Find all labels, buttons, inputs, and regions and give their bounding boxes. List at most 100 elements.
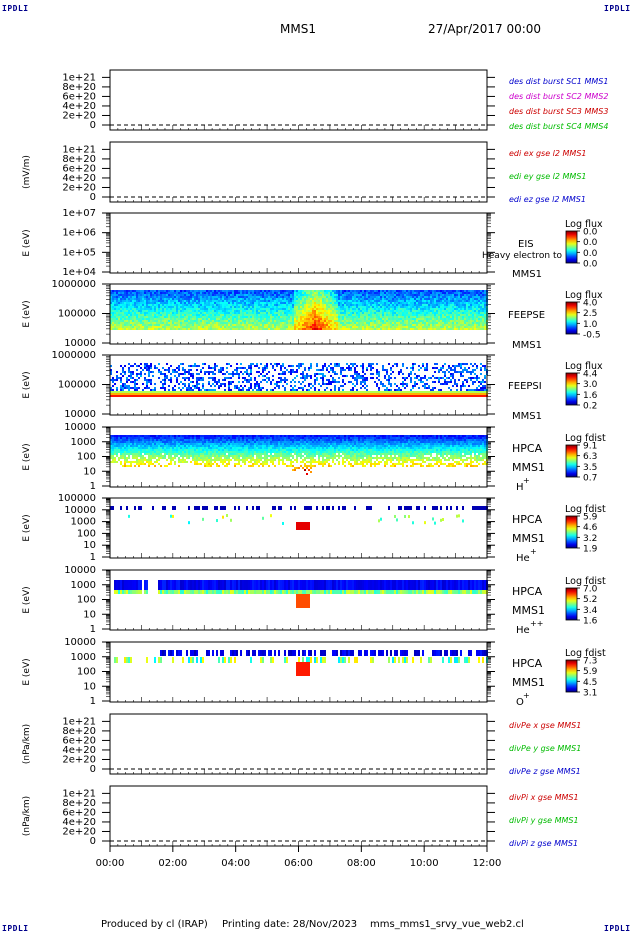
feepsi-cell [186, 377, 188, 379]
colorbar [565, 301, 578, 335]
feepse-cell [272, 292, 274, 294]
feepsi-cell [186, 395, 188, 397]
feepse-cell [114, 314, 116, 316]
feepse-cell [200, 328, 202, 330]
feepse-cell [128, 316, 130, 318]
feepsi-cell [130, 381, 132, 383]
feepse-cell [348, 304, 350, 306]
feepsi-cell [172, 387, 174, 389]
feepse-cell [174, 318, 176, 320]
feepse-cell [286, 322, 288, 324]
feepse-cell [116, 326, 118, 328]
feepse-cell [458, 318, 460, 320]
feepse-cell [248, 326, 250, 328]
feepse-cell [184, 302, 186, 304]
feepse-cell [222, 308, 224, 310]
feepsi-cell [110, 379, 112, 381]
feepse-cell [170, 292, 172, 294]
feepse-cell [220, 328, 222, 330]
feepse-cell [316, 306, 318, 308]
feepse-cell [384, 312, 386, 314]
feepse-cell [256, 304, 258, 306]
feepsi-cell [172, 393, 174, 395]
feepse-cell [388, 306, 390, 308]
feepsi-cell [170, 377, 172, 379]
feepse-cell [186, 320, 188, 322]
feepse-cell [412, 302, 414, 304]
feepse-cell [360, 322, 362, 324]
feepsi-cell [274, 363, 276, 365]
feepse-cell [152, 304, 154, 306]
feepsi-cell [130, 365, 132, 367]
feepse-cell [270, 314, 272, 316]
feepse-cell [146, 312, 148, 314]
feepse-cell [180, 304, 182, 306]
feepse-cell [120, 326, 122, 328]
feepse-cell [230, 314, 232, 316]
feepse-cell [186, 322, 188, 324]
feepsi-cell [214, 385, 216, 387]
feepse-cell [122, 316, 124, 318]
feepse-cell [244, 306, 246, 308]
feepse-cell [248, 316, 250, 318]
feepse-cell [256, 326, 258, 328]
feepsi-cell [210, 377, 212, 379]
feepse-cell [412, 326, 414, 328]
feepse-cell [132, 318, 134, 320]
feepse-cell [370, 318, 372, 320]
feepsi-cell [136, 387, 138, 389]
feepse-cell [272, 314, 274, 316]
feepse-cell [278, 324, 280, 326]
feepse-cell [296, 328, 298, 330]
feepse-cell [352, 326, 354, 328]
feepse-cell [132, 304, 134, 306]
feepse-cell [408, 300, 410, 302]
feepse-cell [274, 328, 276, 330]
feepse-cell [412, 324, 414, 326]
feepse-cell [222, 310, 224, 312]
feepse-cell [238, 318, 240, 320]
feepsi-cell [262, 375, 264, 377]
feepsi-cell [126, 393, 128, 395]
feepse-cell [190, 326, 192, 328]
feepse-cell [140, 306, 142, 308]
feepse-cell [186, 290, 188, 292]
feepse-cell [378, 296, 380, 298]
feepse-cell [398, 300, 400, 302]
feepse-cell [342, 318, 344, 320]
feepse-cell [148, 304, 150, 306]
feepsi-cell [284, 367, 286, 369]
feepse-cell [168, 326, 170, 328]
feepse-cell [346, 326, 348, 328]
feepsi-cell [316, 393, 318, 395]
feepse-cell [244, 312, 246, 314]
feepse-cell [232, 296, 234, 298]
feepsi-cell [152, 375, 154, 377]
feepse-cell [116, 290, 118, 292]
feepsi-cell [238, 375, 240, 377]
feepse-cell [434, 314, 436, 316]
feepsi-cell [196, 365, 198, 367]
feepsi-cell [288, 365, 290, 367]
feepse-cell [264, 302, 266, 304]
feepse-cell [452, 326, 454, 328]
feepse-cell [190, 310, 192, 312]
feepsi-cell [132, 373, 134, 375]
feepse-cell [252, 294, 254, 296]
feepse-cell [460, 310, 462, 312]
feepse-cell [188, 292, 190, 294]
feepse-cell [360, 318, 362, 320]
feepse-cell [306, 292, 308, 294]
feepse-cell [434, 310, 436, 312]
feepse-cell [464, 316, 466, 318]
feepse-cell [384, 316, 386, 318]
feepsi-cell [208, 367, 210, 369]
feepse-cell [312, 308, 314, 310]
feepse-cell [320, 324, 322, 326]
feepse-cell [234, 328, 236, 330]
feepse-cell [434, 328, 436, 330]
feepse-cell [284, 322, 286, 324]
feepse-cell [156, 292, 158, 294]
feepse-cell [128, 318, 130, 320]
feepse-cell [250, 314, 252, 316]
